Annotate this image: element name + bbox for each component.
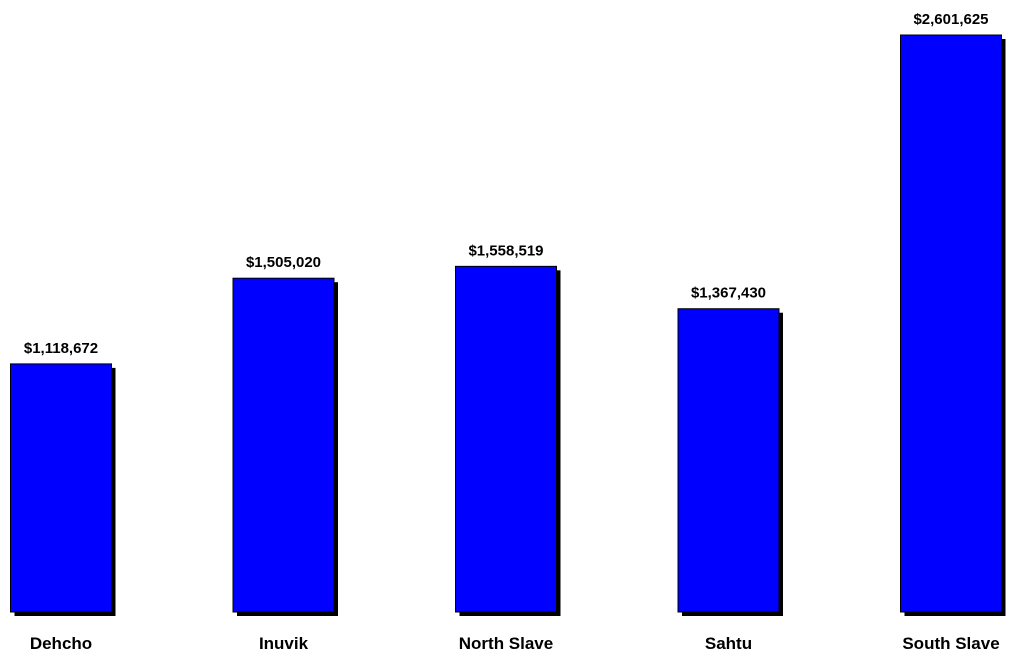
bars [10, 34, 1002, 613]
category-label: North Slave [459, 634, 553, 653]
category-labels: Dehcho Inuvik North Slave Sahtu South Slave [30, 634, 1000, 653]
category-label: South Slave [902, 634, 999, 653]
category-label: Dehcho [30, 634, 92, 653]
bar-sahtu [677, 308, 780, 613]
data-label: $2,601,625 [913, 11, 988, 28]
data-label: $1,505,020 [246, 254, 321, 271]
category-label: Sahtu [705, 634, 752, 653]
bar-south-slave [900, 34, 1002, 613]
category-label: Inuvik [259, 634, 309, 653]
value-labels: $1,118,672 $1,505,020 $1,558,519 $1,367,430… [24, 11, 989, 357]
data-label: $1,118,672 [24, 340, 98, 357]
bar-inuvik [232, 277, 335, 613]
data-label: $1,367,430 [691, 285, 766, 302]
data-label: $1,558,519 [468, 242, 543, 259]
bar-north-slave [455, 265, 557, 613]
bar-dehcho [10, 363, 112, 613]
